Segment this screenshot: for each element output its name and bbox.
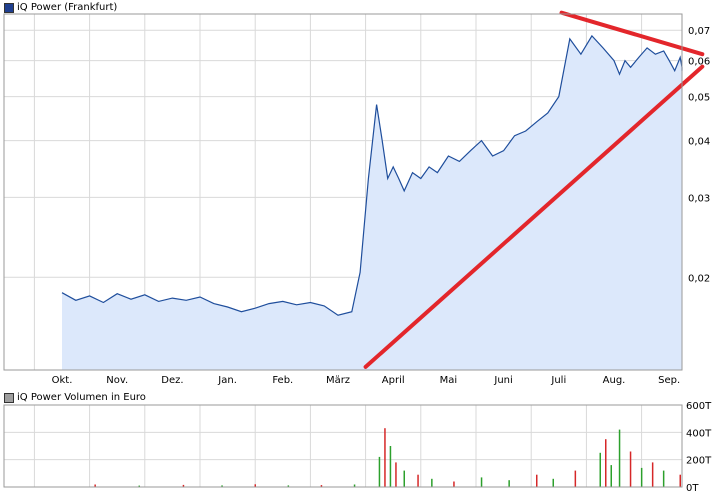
volume-bar — [389, 446, 392, 487]
price-x-tick-label: Aug. — [603, 375, 626, 386]
price-legend: iQ Power (Frankfurt) — [4, 2, 117, 14]
volume-bar — [182, 484, 185, 487]
volume-y-tick-label: 400T — [686, 428, 712, 439]
price-series-line — [61, 34, 683, 316]
volume-plot-frame — [3, 404, 683, 488]
volume-bar — [287, 485, 290, 487]
volume-bar — [536, 474, 538, 487]
volume-legend-swatch — [4, 393, 14, 403]
volume-y-ticks: 0T 200T 400T 600T — [686, 401, 712, 494]
volume-legend: iQ Power Volumen in Euro — [4, 392, 146, 404]
volume-bar — [378, 456, 381, 487]
volume-bar — [384, 428, 386, 487]
price-x-tick-label: Feb. — [272, 375, 293, 386]
volume-bar — [552, 478, 554, 487]
volume-bar — [605, 439, 607, 487]
price-x-tick-label: Juli — [550, 375, 566, 386]
price-y-tick-label: 0,03 — [688, 193, 710, 204]
trend-line — [363, 64, 705, 369]
volume-bar — [417, 474, 419, 487]
volume-bar — [254, 484, 256, 487]
volume-bar — [453, 481, 455, 487]
volume-grid — [4, 404, 682, 488]
price-x-tick-label: Mai — [440, 375, 458, 386]
price-x-tick-label: Okt. — [52, 375, 73, 386]
volume-bar — [629, 451, 632, 487]
price-y-tick-label: 0,07 — [688, 26, 710, 37]
price-x-tick-label: Jan. — [217, 375, 237, 386]
trend-lines — [363, 10, 705, 369]
volume-bar — [138, 485, 140, 487]
price-area — [62, 35, 682, 371]
price-area-fill — [62, 35, 682, 371]
price-x-ticks: Okt. Nov. Dez. Jan. Feb. März April Mai Juni Juli… — [52, 375, 681, 386]
volume-bar — [574, 470, 577, 487]
price-y-tick-label: 0,05 — [688, 93, 710, 104]
price-legend-swatch — [4, 3, 14, 13]
price-y-ticks: 0,02 0,03 0,04 0,05 0,06 0,07 — [688, 26, 710, 284]
volume-bar — [431, 478, 433, 487]
volume-bar — [403, 470, 405, 487]
volume-bar — [610, 465, 612, 487]
volume-bar — [94, 484, 96, 487]
price-x-tick-label: Dez. — [161, 375, 183, 386]
volume-bar — [508, 480, 510, 487]
volume-y-tick-label: 200T — [686, 456, 712, 467]
price-line — [61, 34, 683, 316]
price-x-tick-label: Juni — [493, 375, 512, 386]
price-x-tick-label: April — [382, 375, 405, 386]
volume-bar — [599, 452, 601, 487]
volume-bar — [651, 462, 654, 487]
volume-bar — [353, 484, 356, 487]
volume-bar — [679, 474, 681, 487]
volume-legend-label: iQ Power Volumen in Euro — [17, 392, 146, 403]
trend-line — [559, 10, 705, 57]
volume-bar — [395, 462, 397, 487]
volume-bar — [662, 470, 665, 487]
price-y-tick-label: 0,06 — [688, 57, 710, 68]
volume-bar — [640, 467, 643, 487]
volume-bar — [320, 485, 323, 487]
volume-bars — [94, 428, 681, 487]
price-y-tick-label: 0,04 — [688, 137, 710, 148]
volume-bar — [618, 429, 621, 487]
volume-y-tick-label: 0T — [686, 483, 699, 494]
price-legend-label: iQ Power (Frankfurt) — [17, 2, 118, 13]
volume-bar — [221, 485, 223, 487]
price-x-tick-label: Nov. — [106, 375, 128, 386]
volume-bar — [480, 477, 483, 487]
price-x-tick-label: Sep. — [658, 375, 680, 386]
price-x-tick-label: März — [326, 375, 350, 386]
price-y-tick-label: 0,02 — [688, 273, 710, 284]
price-plot-frame — [3, 13, 683, 371]
volume-y-tick-label: 600T — [686, 401, 712, 412]
